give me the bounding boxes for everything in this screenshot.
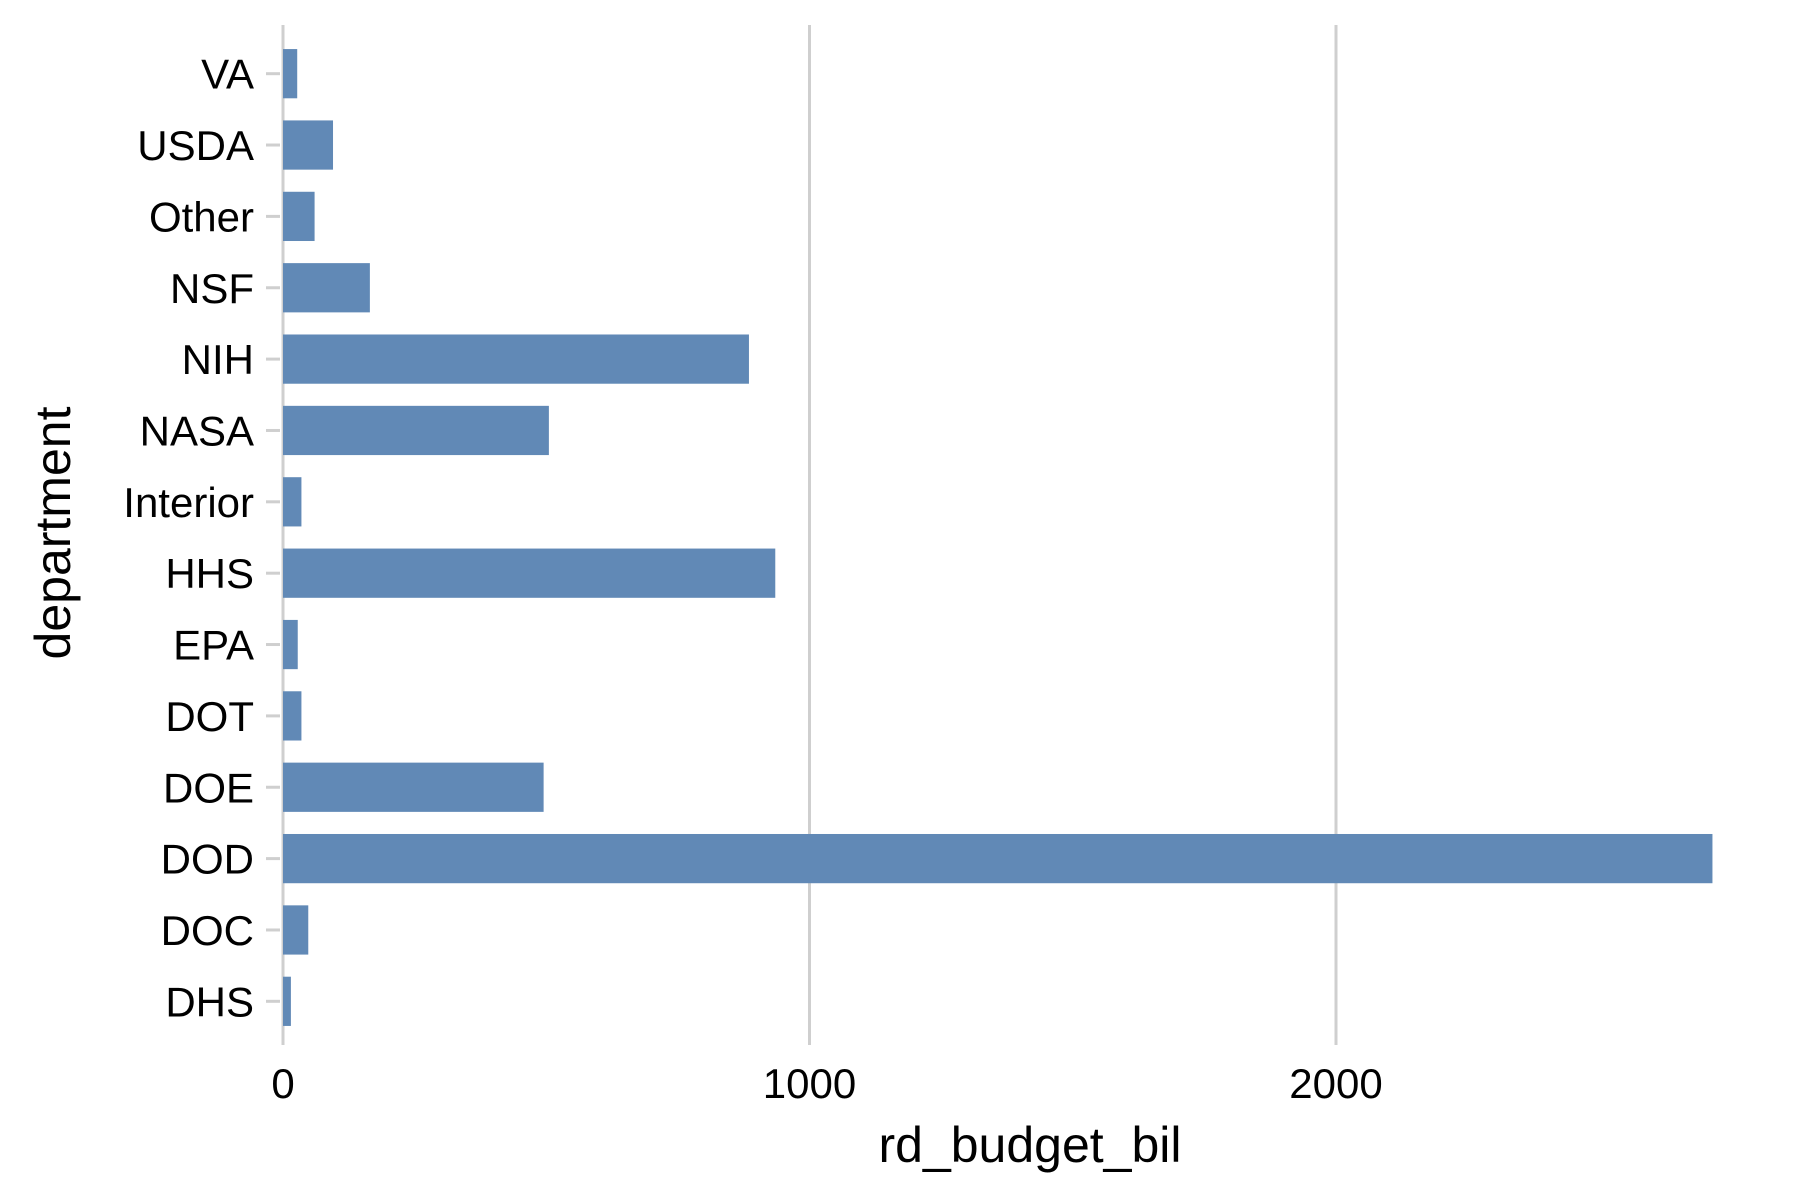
bar-nsf <box>283 263 370 313</box>
bar-dhs <box>283 976 291 1026</box>
x-axis: 0 1000 2000 <box>271 1060 1382 1107</box>
y-tick-label: NASA <box>140 407 254 454</box>
y-tick-label: DHS <box>165 978 254 1025</box>
y-tick-label: NIH <box>182 336 254 383</box>
bar-nih <box>283 334 749 384</box>
bars <box>283 49 1713 1026</box>
x-tick-label: 1000 <box>763 1060 856 1107</box>
bar-dot <box>283 691 302 741</box>
y-tick-label: NSF <box>170 265 254 312</box>
bar-usda <box>283 120 334 170</box>
x-tick-label: 2000 <box>1289 1060 1382 1107</box>
y-axis: VA USDA Other NSF NIH NASA Interior HHS EPA DOT DO… <box>123 51 280 1025</box>
bar-doe <box>283 762 544 812</box>
y-tick-label: USDA <box>137 122 254 169</box>
bar-doc <box>283 905 309 955</box>
bar-interior <box>283 477 302 527</box>
bar-epa <box>283 619 298 670</box>
bar-hhs <box>283 548 776 598</box>
y-tick-label: EPA <box>173 622 254 669</box>
bar-va <box>283 49 298 99</box>
y-tick-label: Interior <box>123 479 254 526</box>
y-tick-label: Other <box>149 193 254 240</box>
gridlines <box>281 25 1338 1045</box>
bar-other <box>283 191 315 242</box>
bar-dod <box>283 833 1713 884</box>
x-axis-title: rd_budget_bil <box>878 1117 1181 1173</box>
y-tick-label: DOC <box>161 907 254 954</box>
y-tick-label: DOT <box>165 693 254 740</box>
y-axis-title: department <box>25 406 81 659</box>
y-tick-label: HHS <box>165 550 254 597</box>
y-tick-label: DOE <box>163 764 254 811</box>
y-tick-label: DOD <box>161 836 254 883</box>
y-tick-label: VA <box>201 51 254 98</box>
x-tick-label: 0 <box>271 1060 294 1107</box>
bar-nasa <box>283 405 549 456</box>
